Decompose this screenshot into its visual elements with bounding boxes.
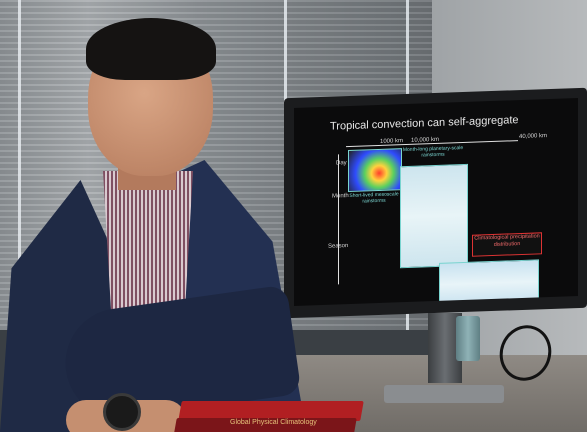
mesoscale-label: Short-lived mesoscale rainstorms [349,191,399,205]
mesoscale-map [348,148,402,193]
hair [86,18,216,80]
climatological-map [439,259,539,306]
planetary-map [400,163,468,269]
planetary-label: Month-long planetary-scale rainstorms [402,145,464,159]
slide-title: Tropical convection can self-aggregate [330,114,519,133]
monitor-stand-base [384,385,504,403]
axis-arrow-vertical [338,154,339,285]
book-title: Global Physical Climatology [230,419,317,426]
monitor-screen: Tropical convection can self-aggregate 1… [294,98,578,306]
blind-light-strip [18,0,21,330]
axis-left-tick-2: Month [332,193,349,200]
mug [456,316,480,361]
climatological-label: Climatological precipitation distributio… [472,232,542,257]
axis-top-tick-3: 40,000 km [519,133,548,141]
watch-icon [103,393,141,431]
computer-monitor: Tropical convection can self-aggregate 1… [284,87,587,319]
